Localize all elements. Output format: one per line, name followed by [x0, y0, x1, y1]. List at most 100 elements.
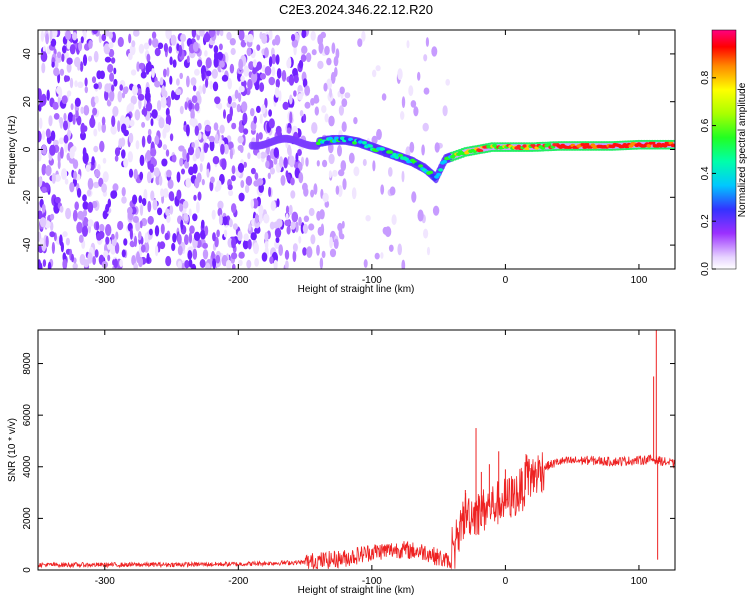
spectrogram-cell: [109, 72, 115, 82]
spectrogram-cell: [292, 250, 297, 263]
spectrogram-cell: [117, 220, 124, 231]
spectrogram-cell: [217, 200, 224, 210]
spectrogram-cell: [176, 189, 182, 200]
spectrogram-cell: [192, 248, 198, 260]
spectrogram-cell: [110, 125, 117, 135]
spectrogram-cell: [580, 142, 586, 147]
spectrogram-cell: [63, 51, 69, 60]
spectrogram-cell: [304, 85, 311, 96]
spectrogram-cell: [40, 51, 48, 63]
spectrogram-cell: [218, 214, 223, 226]
spectrogram-cell: [372, 160, 376, 172]
spectrogram-cell: [223, 143, 229, 155]
spectrogram-cell: [422, 122, 429, 132]
spectrogram-cell: [268, 30, 273, 40]
spectrogram-cell: [45, 165, 52, 177]
spectrogram-cell: [62, 45, 67, 54]
spectrogram-cell: [143, 188, 148, 201]
spectrogram-cell: [140, 244, 146, 253]
spectrogram-cell: [191, 263, 197, 269]
spectrogram-cell: [298, 172, 304, 184]
spectrogram-cell: [279, 156, 284, 169]
spectrogram-cell: [195, 147, 201, 159]
spectrogram-cell: [339, 86, 345, 95]
spectrogram-cell: [97, 81, 103, 90]
spectrogram-cell: [84, 86, 89, 94]
spectrogram-cell: [122, 86, 128, 95]
spectrogram-cell: [67, 112, 74, 123]
spectrogram-cell: [138, 195, 143, 204]
spectrogram-cell: [230, 47, 236, 56]
spectrogram-cell: [298, 216, 302, 226]
spectrogram-cell: [87, 252, 93, 264]
spectrogram-cell: [93, 128, 98, 137]
spectrogram-cell: [304, 101, 311, 109]
snr-x-tick-label: -200: [228, 576, 248, 587]
spectrogram-cell: [301, 30, 307, 39]
spectrogram-cell: [326, 57, 332, 66]
spectrogram-cell: [176, 171, 181, 183]
spectrogram-cell: [99, 140, 105, 153]
spectrogram-cell: [323, 82, 328, 92]
spectrogram-cell: [276, 198, 280, 208]
spectrogram-cell: [51, 61, 55, 68]
spectrogram-cell: [310, 189, 315, 198]
spectrogram-cell: [244, 34, 248, 44]
spectrogram-cell: [180, 219, 184, 230]
spectrogram-cell: [87, 201, 94, 213]
spectrogram-cell: [348, 137, 353, 142]
spectrogram-cell: [127, 151, 133, 163]
spectrogram-cell: [193, 194, 197, 201]
snr-y-tick-label: 0: [22, 567, 33, 573]
spectrogram-cell: [111, 233, 115, 240]
spectrogram-cell: [363, 259, 368, 268]
spectrogram-cell: [85, 164, 91, 173]
spectrogram-cell: [129, 44, 136, 56]
spectrogram-cell: [93, 50, 99, 63]
spectrogram-cell: [60, 146, 64, 159]
spectrogram-cell: [59, 205, 64, 213]
spectrogram-cell: [133, 168, 138, 180]
spectrogram-cell: [129, 228, 133, 240]
spectrogram-cell: [231, 165, 236, 175]
spectrogram-cell: [291, 39, 299, 48]
spectrogram-cell: [138, 98, 142, 110]
spectrogram-cell: [61, 53, 65, 62]
spectrogram-cell: [317, 60, 324, 70]
spectrogram-cell: [132, 194, 138, 205]
spectrogram-cell: [275, 78, 280, 88]
spectrogram-cell: [361, 30, 366, 42]
spectrogram-cell: [362, 158, 367, 167]
spectrogram-cell: [253, 115, 257, 124]
spectrogram-cell: [259, 31, 263, 40]
spectrogram-cell: [160, 96, 167, 108]
spectrogram-cell: [406, 40, 410, 49]
spectrogram-cell: [326, 78, 332, 90]
spectrogram-x-tick-label: -200: [228, 275, 248, 286]
spectrogram-cell: [186, 55, 190, 64]
spectrogram-cell: [169, 194, 175, 202]
spectrogram-cell: [161, 158, 168, 167]
spectrogram-cell: [110, 57, 116, 64]
spectrogram-cell: [182, 148, 187, 161]
spectrogram-cell: [410, 100, 417, 108]
spectrogram-cell: [268, 186, 272, 197]
spectrogram-cell: [76, 221, 83, 234]
spectrogram-cell: [128, 33, 132, 44]
spectrogram-cell: [94, 169, 101, 178]
spectrogram-cell: [302, 113, 307, 123]
spectrogram-cell: [256, 44, 261, 51]
spectrogram-cell: [135, 140, 140, 150]
spectrogram-cell: [268, 76, 276, 86]
spectrogram-cell: [391, 214, 397, 226]
spectrogram-cell: [229, 38, 236, 46]
spectrogram-cell: [146, 171, 152, 184]
spectrogram-cell: [204, 125, 212, 132]
spectrogram-cell: [263, 213, 270, 224]
spectrogram-cell: [170, 34, 177, 46]
spectrogram-cell: [162, 128, 167, 139]
spectrogram-cell: [253, 242, 259, 255]
spectrogram-cell: [148, 228, 153, 236]
